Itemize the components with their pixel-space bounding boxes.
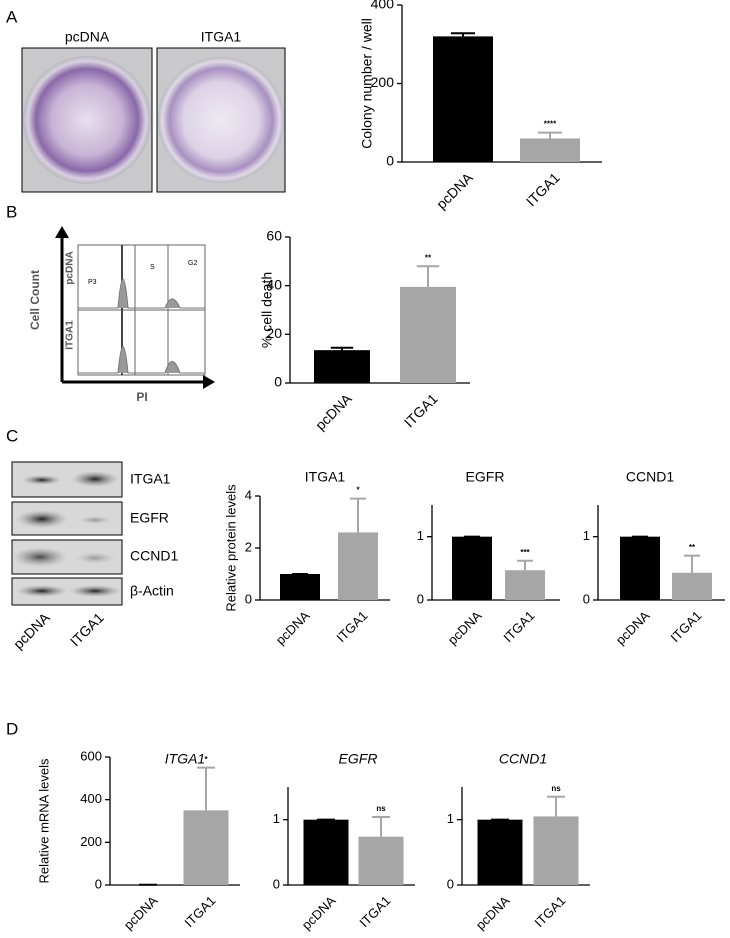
bar xyxy=(280,574,320,600)
y-tick-label: 4 xyxy=(245,487,252,502)
y-tick-label: 2 xyxy=(245,539,252,554)
bar xyxy=(533,816,579,885)
bar xyxy=(505,570,545,600)
panel-label: D xyxy=(6,719,18,738)
y-tick-label: 200 xyxy=(80,834,102,849)
chart-title: CCND1 xyxy=(626,469,674,485)
bar xyxy=(338,532,378,600)
significance: ns xyxy=(376,804,386,813)
y-axis-label: Relative protein levels xyxy=(223,484,238,612)
x-tick-label: pcDNA xyxy=(299,893,339,933)
gate-label: P3 xyxy=(88,279,97,286)
chart-title: EGFR xyxy=(466,469,505,485)
bar xyxy=(303,819,349,885)
chart-title: ITGA1 xyxy=(165,751,205,767)
band-label: ITGA1 xyxy=(130,471,171,487)
image-label: pcDNA xyxy=(65,29,110,45)
y-tick-label: 600 xyxy=(80,748,102,763)
x-tick-label: pcDNA xyxy=(312,390,355,433)
y-tick-label: 0 xyxy=(583,591,590,606)
flow-plot: Cell Count PI pcDNA ITGA1 P3 S G2 xyxy=(28,226,215,404)
band-label: β-Actin xyxy=(130,583,174,599)
significance: ** xyxy=(689,543,696,552)
bar xyxy=(452,536,492,600)
x-tick-label: ITGA1 xyxy=(356,893,393,930)
x-tick-label: ITGA1 xyxy=(333,608,370,645)
bar xyxy=(620,536,660,600)
significance: ns xyxy=(551,784,561,793)
y-tick-label: 0 xyxy=(447,876,454,891)
bar xyxy=(672,572,712,600)
x-tick-label: pcDNA xyxy=(613,608,653,648)
row-label: pcDNA xyxy=(65,251,76,284)
chart-title: CCND1 xyxy=(499,751,547,767)
colony-images: pcDNA ITGA1 xyxy=(21,29,286,193)
y-tick-label: 1 xyxy=(273,811,280,826)
gate-label: S xyxy=(150,264,155,271)
x-tick-label: pcDNA xyxy=(433,169,476,212)
y-tick-label: 1 xyxy=(447,811,454,826)
y-tick-label: 0 xyxy=(273,876,280,891)
band-label: EGFR xyxy=(130,510,169,526)
bar xyxy=(358,836,404,885)
y-tick-label: 0 xyxy=(386,153,394,169)
x-tick-label: pcDNA xyxy=(445,608,485,648)
lane-label: ITGA1 xyxy=(67,609,107,649)
y-axis-label: % cell death xyxy=(259,272,275,348)
chart-title: EGFR xyxy=(339,751,378,767)
y-axis-label: Colony number / well xyxy=(359,18,375,149)
x-tick-label: ITGA1 xyxy=(500,608,537,645)
chart-title: ITGA1 xyxy=(305,469,346,485)
significance: * xyxy=(356,486,360,495)
axis-label: Cell Count xyxy=(28,270,42,330)
panel-label: B xyxy=(6,202,17,221)
panel-label: A xyxy=(6,7,18,26)
panel-label: C xyxy=(6,426,18,445)
significance: ** xyxy=(425,253,432,262)
axis-label: PI xyxy=(136,390,147,404)
y-axis-label: Relative mRNA levels xyxy=(36,758,51,883)
significance: **** xyxy=(544,120,557,129)
y-tick-label: 0 xyxy=(95,876,102,891)
x-tick-label: ITGA1 xyxy=(181,893,218,930)
significance: * xyxy=(204,755,208,764)
significance: *** xyxy=(520,548,530,557)
x-tick-label: ITGA1 xyxy=(401,390,441,430)
y-tick-label: 400 xyxy=(371,0,395,12)
x-tick-label: ITGA1 xyxy=(667,608,704,645)
y-tick-label: 200 xyxy=(371,74,395,90)
bar xyxy=(433,36,493,162)
x-tick-label: ITGA1 xyxy=(523,169,563,209)
bar xyxy=(314,350,370,383)
y-tick-label: 0 xyxy=(274,374,282,390)
row-label: ITGA1 xyxy=(65,320,76,350)
bar xyxy=(520,138,580,162)
y-tick-label: 60 xyxy=(266,228,282,244)
y-tick-label: 0 xyxy=(245,591,252,606)
y-tick-label: 1 xyxy=(417,528,424,543)
bar xyxy=(183,810,229,885)
image-label: ITGA1 xyxy=(201,29,242,45)
y-tick-label: 20 xyxy=(266,325,282,341)
x-tick-label: pcDNA xyxy=(273,608,313,648)
y-tick-label: 1 xyxy=(583,528,590,543)
bar xyxy=(400,286,456,383)
y-tick-label: 0 xyxy=(417,591,424,606)
x-tick-label: pcDNA xyxy=(121,893,161,933)
bar xyxy=(477,819,523,885)
band-label: CCND1 xyxy=(130,548,178,564)
western-blot: ITGA1 EGFR CCND1 β-Actin pcDNA ITGA1 xyxy=(10,461,178,652)
y-tick-label: 400 xyxy=(80,791,102,806)
x-tick-label: ITGA1 xyxy=(531,893,568,930)
x-tick-label: pcDNA xyxy=(473,893,513,933)
gate-label: G2 xyxy=(188,260,197,267)
y-tick-label: 40 xyxy=(266,276,282,292)
lane-label: pcDNA xyxy=(10,609,53,652)
